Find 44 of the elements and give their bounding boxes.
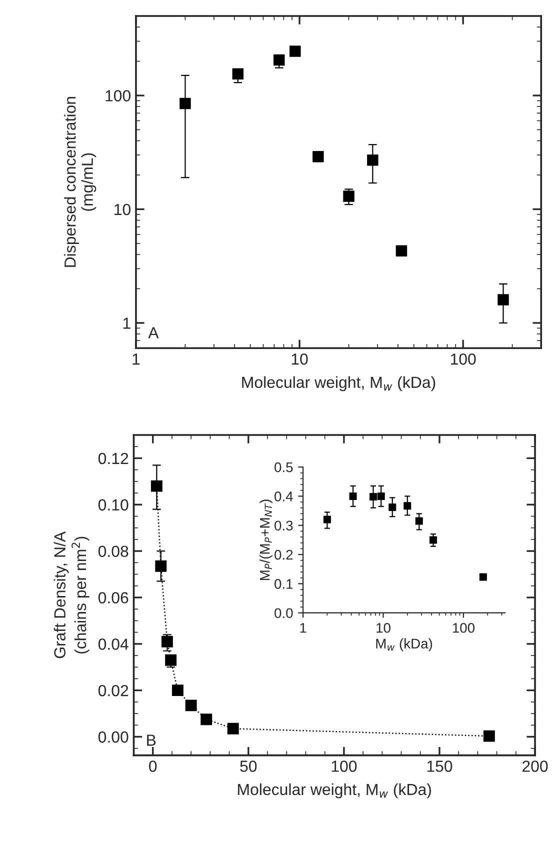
point <box>165 654 177 666</box>
y-axis-title: Dispersed concentration (mg/mL) <box>64 97 96 267</box>
x-tick-label: 1 <box>300 623 306 633</box>
x-tick-label: 10 <box>292 353 308 365</box>
x-tick-label: 200 <box>522 760 548 772</box>
point <box>200 714 212 726</box>
y-tick-label: 0.5 <box>274 462 293 472</box>
point <box>155 560 167 572</box>
point <box>161 636 173 648</box>
y-tick-label: 0.06 <box>98 592 128 604</box>
y-tick-label: 0.3 <box>274 520 293 531</box>
y-tick-label: 0.1 <box>274 579 293 589</box>
y-tick-label: 0.04 <box>98 638 128 650</box>
x-tick-label: 100 <box>332 760 357 772</box>
y-tick-label: 0.2 <box>274 550 293 560</box>
x-tick-label: 1 <box>132 354 140 365</box>
annotation: B <box>147 734 156 746</box>
x-tick-label: 100 <box>450 353 476 365</box>
x-axis-title: Molecular weight, M$_{w}$ (kDa) <box>242 376 436 392</box>
x-tick-label: 0 <box>149 760 157 772</box>
point <box>483 730 495 742</box>
x-axis-title: Molecular weight, M$_{w}$ (kDa) <box>238 783 431 798</box>
y-tick-label: 0.02 <box>98 684 128 696</box>
y-tick-label: 0.0 <box>274 608 293 618</box>
x-tick-label: 10 <box>376 622 390 633</box>
y-tick-label: 10 <box>114 204 130 216</box>
x-axis-title: M$_{w}$ (kDa) <box>376 638 432 652</box>
y-axis-title: Graft Density, N/A (chains per nm$^{2}$) <box>54 531 90 658</box>
x-tick-label: 100 <box>452 622 474 633</box>
y-tick-label: 0.4 <box>274 492 293 502</box>
y-tick-label: 0.00 <box>98 731 128 743</box>
point <box>150 480 162 492</box>
y-tick-label: 0.10 <box>98 499 128 511</box>
point <box>185 700 197 712</box>
x-tick-label: 150 <box>427 760 452 772</box>
point <box>172 684 184 696</box>
y-tick-label: 1 <box>123 318 130 329</box>
x-tick-label: 50 <box>240 760 257 772</box>
y-axis-title: M$_{P}$/(M$_{P}$+M$_{NT}$) <box>260 500 272 580</box>
y-tick-label: 100 <box>106 90 130 102</box>
y-tick-label: 0.08 <box>98 546 128 557</box>
annotation: A <box>148 327 159 338</box>
y-tick-label: 0.12 <box>98 452 128 464</box>
point <box>227 722 239 734</box>
